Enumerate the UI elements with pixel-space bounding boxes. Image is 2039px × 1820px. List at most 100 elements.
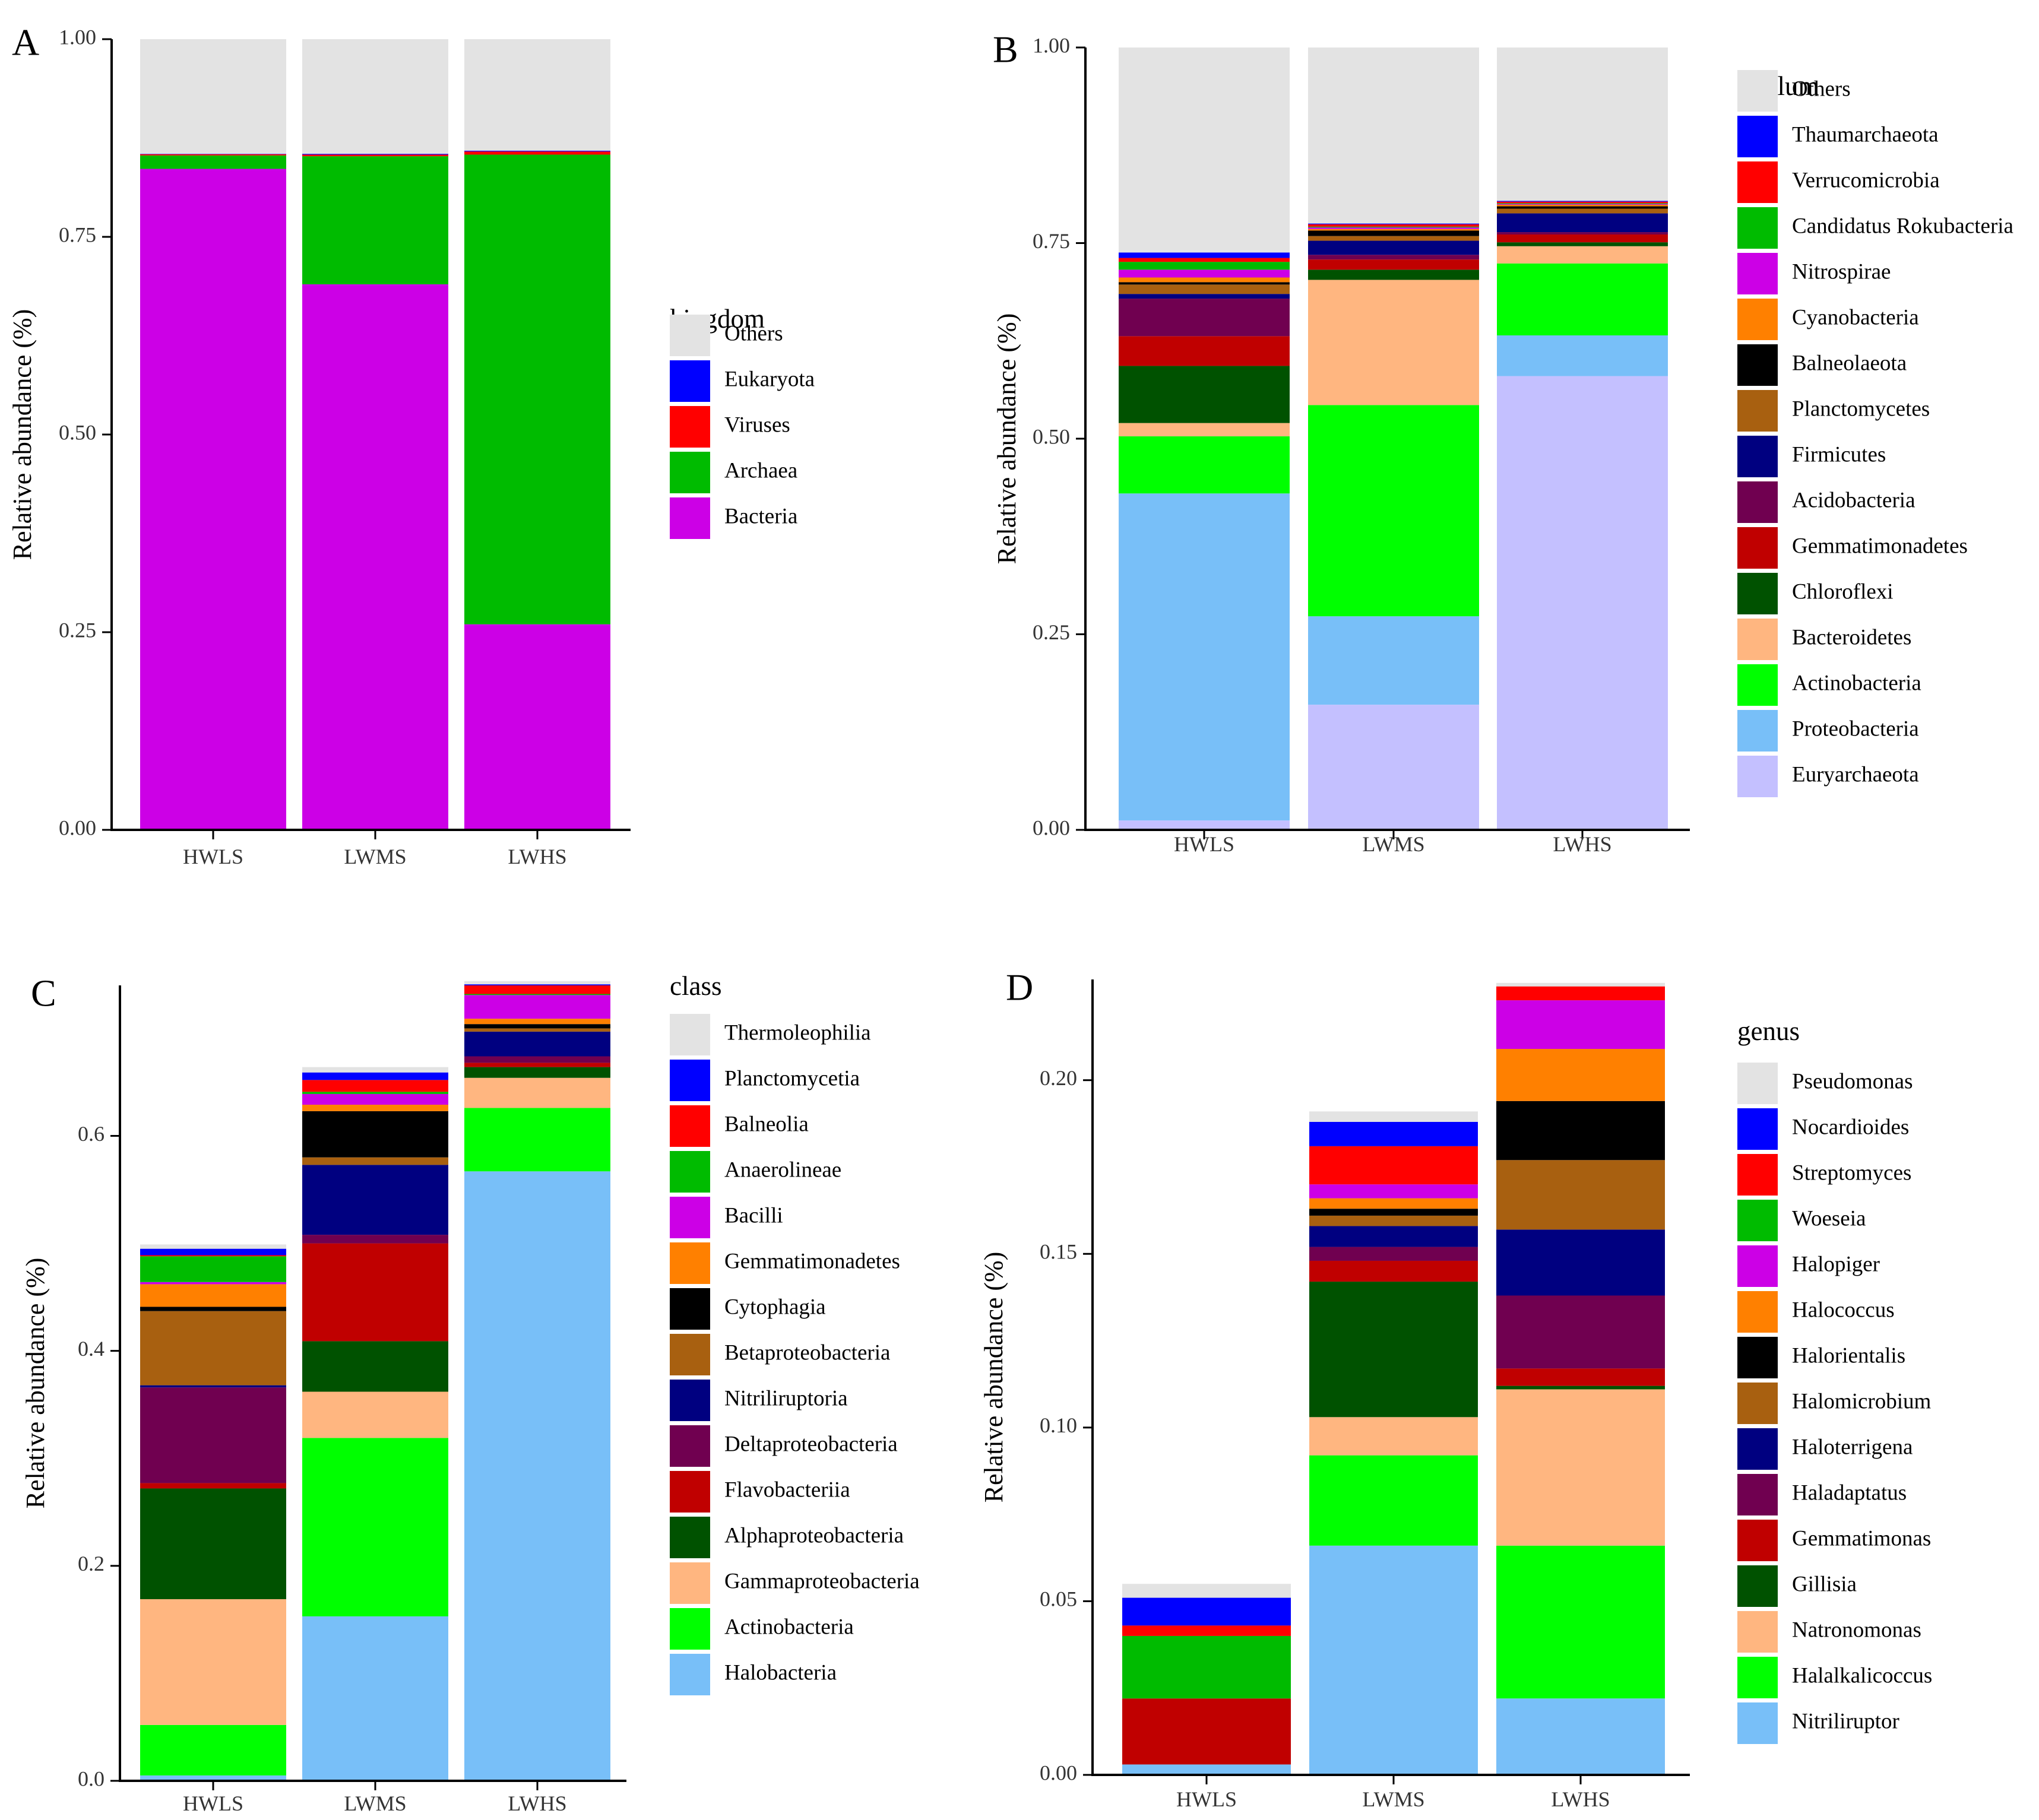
legend-label: Candidatus Rokubacteria: [1792, 214, 2013, 238]
legend-swatch: [1737, 527, 1778, 569]
bar-segment: [302, 1165, 448, 1235]
legend-swatch: [1737, 619, 1778, 660]
x-tick-label: HWLS: [1174, 832, 1234, 856]
bar-segment: [302, 1072, 448, 1080]
bar-segment: [1119, 282, 1290, 285]
y-tick-label: 0.0: [78, 1767, 105, 1790]
bar-segment: [1119, 262, 1290, 270]
legend-swatch: [1737, 573, 1778, 614]
legend-label: Gammaproteobacteria: [724, 1569, 920, 1593]
legend-swatch: [670, 1471, 710, 1513]
bar-segment: [302, 1438, 448, 1616]
bar-segment: [1119, 47, 1290, 253]
bar-segment: [1122, 1625, 1291, 1636]
legend-swatch: [1737, 116, 1778, 157]
bar-segment: [1496, 1229, 1665, 1296]
legend-swatch: [1737, 299, 1778, 340]
bar-segment: [1496, 1049, 1665, 1101]
y-tick-label: 0.6: [78, 1122, 105, 1146]
bar-segment: [1122, 1764, 1291, 1775]
bar-segment: [1496, 1295, 1665, 1369]
bar-segment: [1119, 269, 1290, 278]
y-tick-label: 0.25: [59, 618, 96, 642]
bar-segment: [1308, 230, 1479, 236]
legend-label: Gemmatimonas: [1792, 1526, 1931, 1551]
bar-segment: [302, 1243, 448, 1342]
bar-segment: [464, 1056, 610, 1063]
panel-label: D: [1006, 966, 1033, 1009]
bar-segment: [464, 624, 610, 830]
bar-segment: [1497, 208, 1668, 214]
legend-swatch: [670, 360, 710, 402]
y-tick-label: 0.00: [1033, 816, 1070, 839]
bar-segment: [1119, 493, 1290, 821]
legend-label: Streptomyces: [1792, 1161, 1911, 1185]
bar-segment: [1497, 234, 1668, 243]
legend-swatch: [1737, 481, 1778, 523]
legend-swatch: [1737, 1702, 1778, 1744]
bar-segment: [302, 1157, 448, 1165]
bar-segment: [464, 1108, 610, 1172]
bar-segment: [464, 1077, 610, 1108]
legend-swatch: [670, 1562, 710, 1604]
legend-label: Actinobacteria: [724, 1615, 854, 1639]
bar-segment: [140, 1775, 286, 1781]
bar-segment: [140, 1248, 286, 1255]
bar-segment: [140, 1256, 286, 1282]
bar-segment: [1496, 982, 1665, 987]
x-tick-label: HWLS: [183, 845, 243, 868]
bar-segment: [302, 1105, 448, 1111]
y-tick-label: 0.2: [78, 1552, 105, 1575]
legend-swatch: [670, 1334, 710, 1375]
x-tick-label: LWMS: [1362, 1787, 1424, 1811]
legend-swatch: [670, 1242, 710, 1284]
bar-segment: [464, 1028, 610, 1032]
legend-label: Balneolaeota: [1792, 351, 1907, 375]
legend-label: Euryarchaeota: [1792, 762, 1919, 787]
x-tick-label: LWMS: [1362, 832, 1424, 856]
bar-segment: [302, 154, 448, 157]
bar-segment: [302, 1235, 448, 1244]
bar-segment: [464, 151, 610, 155]
bar-segment: [1497, 335, 1668, 376]
x-tick-label: LWMS: [344, 1792, 406, 1815]
bar-segment: [1309, 1260, 1478, 1282]
legend-swatch: [670, 1517, 710, 1558]
legend-swatch: [670, 1608, 710, 1650]
legend-label: Woeseia: [1792, 1206, 1866, 1231]
bar-segment: [1496, 1160, 1665, 1230]
bar-segment: [1308, 269, 1479, 280]
legend-label: Nitrospirae: [1792, 259, 1891, 284]
bar-segment: [140, 1255, 286, 1257]
legend-swatch: [670, 1060, 710, 1101]
bar-segment: [1308, 616, 1479, 705]
bar-segment: [1119, 436, 1290, 494]
bar-segment: [1119, 299, 1290, 337]
legend-label: Haladaptatus: [1792, 1480, 1907, 1505]
y-tick-label: 0.4: [78, 1337, 105, 1361]
legend-label: Actinobacteria: [1792, 671, 1921, 695]
y-tick-label: 1.00: [1033, 33, 1070, 57]
bar-segment: [1309, 1417, 1478, 1456]
legend-swatch: [670, 1014, 710, 1055]
legend-title: genus: [1737, 1016, 1800, 1046]
bar-segment: [1496, 986, 1665, 1001]
bar-segment: [1119, 258, 1290, 262]
bar-segment: [140, 1284, 286, 1307]
legend-label: Halobacteria: [724, 1660, 837, 1685]
legend-swatch: [670, 1105, 710, 1147]
bar-segment: [302, 1080, 448, 1092]
bar-segment: [1309, 1247, 1478, 1261]
y-tick-label: 0.25: [1033, 620, 1070, 644]
legend-swatch: [670, 406, 710, 448]
y-tick-label: 0.50: [59, 420, 96, 444]
bar-segment: [1309, 1282, 1478, 1418]
bar-segment: [302, 156, 448, 284]
bar-segment: [1119, 423, 1290, 437]
bar-segment: [1496, 1389, 1665, 1546]
bar-segment: [140, 1307, 286, 1311]
legend-label: Nitriliruptoria: [724, 1386, 848, 1410]
bar-segment: [1119, 284, 1290, 294]
bar-segment: [1119, 252, 1290, 258]
